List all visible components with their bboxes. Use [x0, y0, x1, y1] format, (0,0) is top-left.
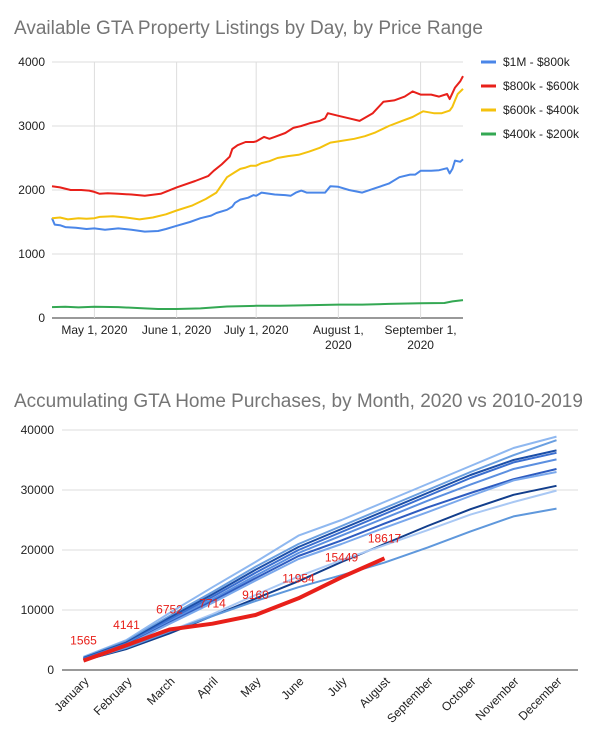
y-tick-label: 30000 — [21, 483, 55, 497]
data-label: 4141 — [113, 618, 140, 632]
series-line — [83, 507, 557, 662]
data-label: 9160 — [242, 588, 269, 602]
y-tick-label: 2000 — [18, 183, 45, 197]
legend-label: $600k - $400k — [503, 103, 580, 117]
legend-label: $800k - $600k — [503, 79, 580, 93]
x-tick-label: February — [91, 674, 135, 718]
y-tick-label: 4000 — [18, 55, 45, 69]
x-tick-label: June — [278, 674, 307, 703]
x-tick-label: April — [194, 674, 221, 701]
x-tick-label: September — [384, 674, 435, 725]
series-line — [51, 88, 464, 221]
legend-label: $1M - $800k — [503, 55, 571, 69]
y-tick-label: 20000 — [21, 543, 55, 557]
x-tick-label: June 1, 2020 — [142, 323, 212, 337]
x-tick-label: September 1, — [385, 323, 457, 337]
series-line — [83, 458, 557, 661]
x-tick-label: May 1, 2020 — [61, 323, 127, 337]
series-line-2020 — [82, 556, 386, 663]
legend-label: $400k - $200k — [503, 127, 580, 141]
x-tick-label: 2020 — [325, 338, 352, 352]
x-tick-label: March — [144, 674, 177, 707]
y-tick-label: 0 — [47, 663, 54, 677]
y-tick-label: 40000 — [21, 423, 55, 437]
series-line — [83, 484, 557, 662]
data-label: 7714 — [199, 597, 226, 611]
data-label: 6752 — [156, 602, 183, 616]
series-line — [83, 471, 557, 661]
y-tick-label: 1000 — [18, 247, 45, 261]
data-label: 15449 — [325, 550, 359, 564]
series-line — [83, 439, 557, 659]
x-tick-label: August 1, — [313, 323, 364, 337]
x-tick-label: January — [52, 674, 92, 714]
x-tick-label: May — [238, 674, 264, 700]
y-tick-label: 0 — [38, 311, 45, 325]
series-line — [83, 435, 557, 658]
chart1-title: Available GTA Property Listings by Day, … — [14, 18, 483, 39]
y-tick-label: 10000 — [21, 603, 55, 617]
chart2-title: Accumulating GTA Home Purchases, by Mont… — [14, 391, 583, 412]
series-line — [51, 299, 464, 310]
x-tick-label: July 1, 2020 — [224, 323, 289, 337]
series-line — [51, 158, 464, 233]
data-label: 18617 — [368, 531, 402, 545]
series-line — [83, 451, 557, 660]
series-line — [83, 449, 557, 659]
x-tick-label: October — [439, 674, 479, 714]
series-line — [51, 75, 464, 197]
x-tick-label: 2020 — [407, 338, 434, 352]
x-tick-label: December — [516, 674, 565, 723]
data-label: 11954 — [282, 571, 315, 585]
y-tick-label: 3000 — [18, 119, 45, 133]
x-tick-label: August — [356, 674, 393, 711]
data-label: 1565 — [70, 634, 97, 648]
x-tick-label: November — [473, 674, 522, 723]
x-tick-label: July — [325, 674, 350, 699]
listings-line-chart: 0 1000 2000 3000 4000 May 1, 2020 June 1, 2020… — [18, 55, 580, 352]
